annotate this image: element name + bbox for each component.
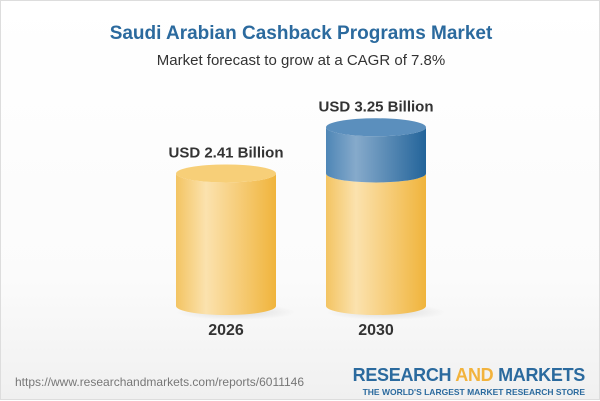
bar-cylinder-2026 — [176, 173, 276, 315]
bar-top-2030 — [326, 118, 426, 137]
bar-top-2026 — [176, 164, 276, 183]
chart-subtitle: Market forecast to grow at a CAGR of 7.8… — [156, 52, 446, 69]
data-label: USD 3.25 Billion — [318, 98, 433, 115]
source-url[interactable]: https://www.researchandmarkets.com/repor… — [15, 375, 305, 389]
x-tick-label: 2030 — [358, 322, 394, 339]
bar-growth-segment-2030 — [326, 127, 426, 183]
chart-title: Saudi Arabian Cashback Programs Market — [109, 23, 493, 44]
x-tick-label: 2026 — [208, 322, 244, 339]
bar-base-segment-2030 — [326, 173, 426, 315]
data-label: USD 2.41 Billion — [168, 144, 283, 161]
research-and-markets-logo: RESEARCH AND MARKETS THE WORLD'S LARGEST… — [352, 365, 586, 397]
